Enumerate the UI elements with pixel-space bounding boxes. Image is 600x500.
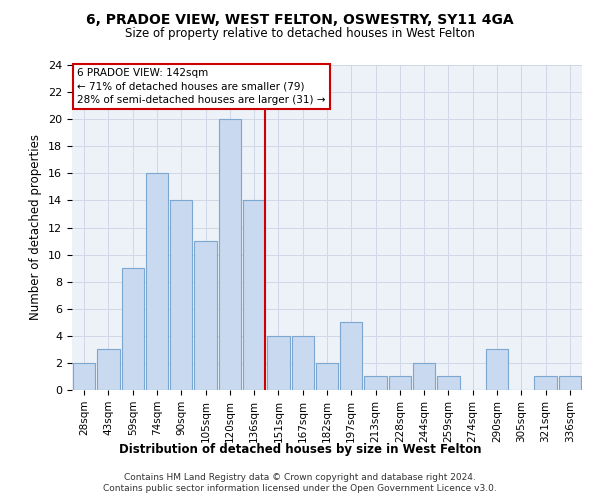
Bar <box>389 376 411 390</box>
Bar <box>170 200 193 390</box>
Bar <box>413 363 436 390</box>
Bar <box>146 174 168 390</box>
Bar <box>292 336 314 390</box>
Bar <box>559 376 581 390</box>
Bar <box>267 336 290 390</box>
Text: 6 PRADOE VIEW: 142sqm
← 71% of detached houses are smaller (79)
28% of semi-deta: 6 PRADOE VIEW: 142sqm ← 71% of detached … <box>77 68 326 104</box>
Bar <box>316 363 338 390</box>
Text: Contains public sector information licensed under the Open Government Licence v3: Contains public sector information licen… <box>103 484 497 493</box>
Bar <box>535 376 557 390</box>
Bar <box>340 322 362 390</box>
Bar <box>194 241 217 390</box>
Bar <box>243 200 265 390</box>
Bar <box>218 119 241 390</box>
Bar <box>97 350 119 390</box>
Bar <box>364 376 387 390</box>
Bar <box>122 268 144 390</box>
Text: Distribution of detached houses by size in West Felton: Distribution of detached houses by size … <box>119 442 481 456</box>
Text: 6, PRADOE VIEW, WEST FELTON, OSWESTRY, SY11 4GA: 6, PRADOE VIEW, WEST FELTON, OSWESTRY, S… <box>86 12 514 26</box>
Text: Contains HM Land Registry data © Crown copyright and database right 2024.: Contains HM Land Registry data © Crown c… <box>124 472 476 482</box>
Bar <box>73 363 95 390</box>
Bar <box>486 350 508 390</box>
Y-axis label: Number of detached properties: Number of detached properties <box>29 134 43 320</box>
Text: Size of property relative to detached houses in West Felton: Size of property relative to detached ho… <box>125 28 475 40</box>
Bar <box>437 376 460 390</box>
